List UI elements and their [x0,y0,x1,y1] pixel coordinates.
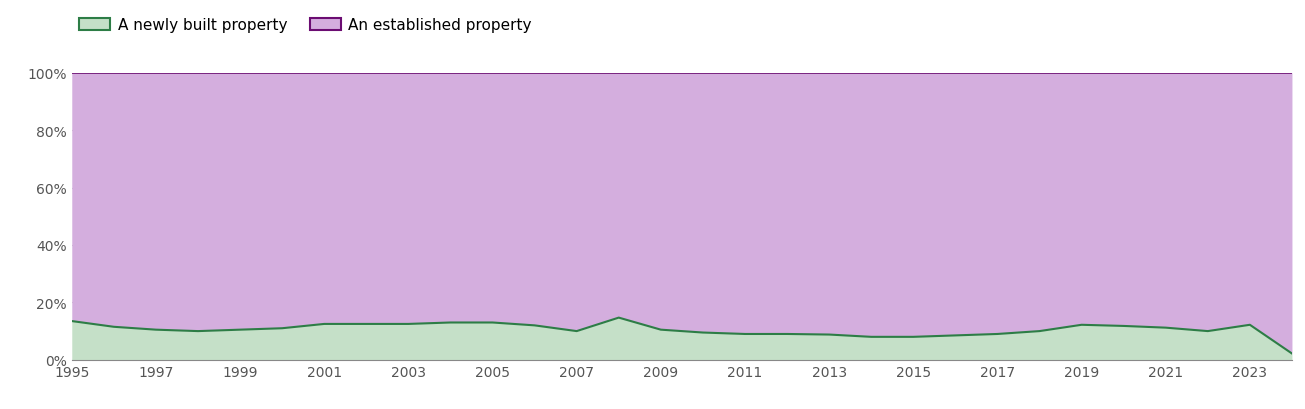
Legend: A newly built property, An established property: A newly built property, An established p… [80,18,531,33]
